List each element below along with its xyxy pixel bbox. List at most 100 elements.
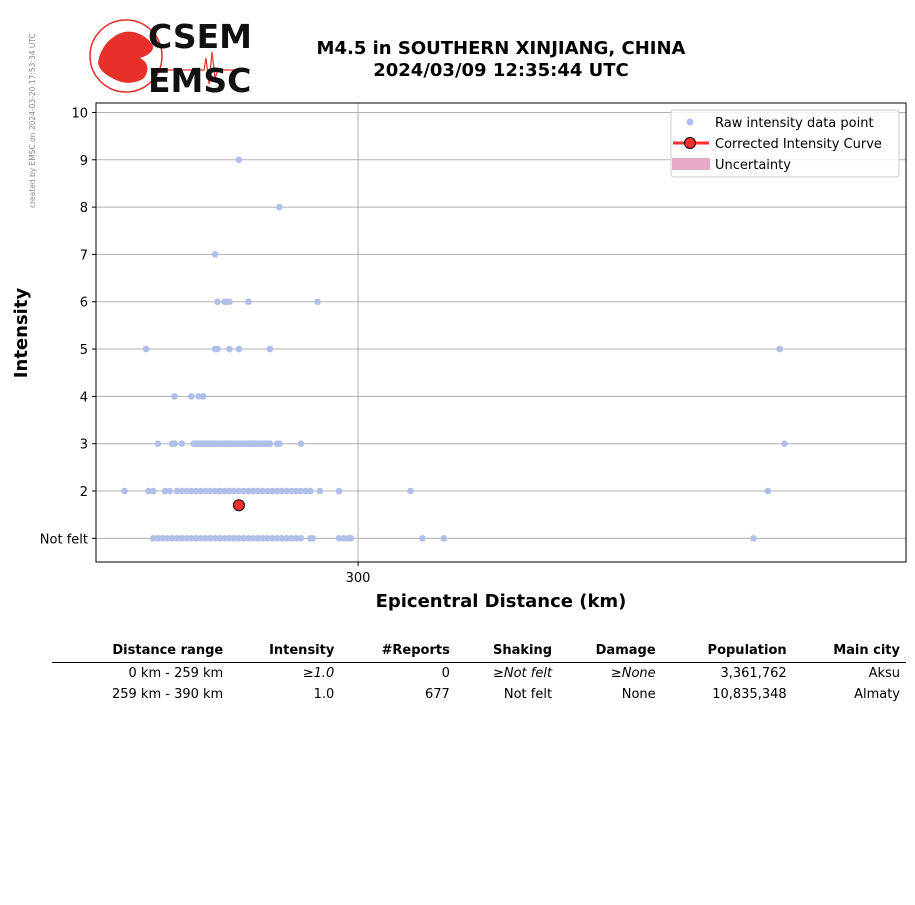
chart-legend: Raw intensity data point Corrected Inten… <box>670 109 900 178</box>
table-cell: None <box>621 687 656 702</box>
raw-intensity-point <box>249 487 257 495</box>
raw-intensity-point <box>221 487 228 495</box>
x-axis-label: Epicentral Distance (km) <box>376 591 627 612</box>
raw-intensity-point <box>216 535 224 542</box>
table-header-cell: Distance range <box>52 640 230 663</box>
table-cell: Not felt <box>503 687 553 702</box>
logo-globe-icon <box>89 19 163 93</box>
legend-curve-marker <box>684 137 696 149</box>
raw-intensity-point <box>264 487 271 495</box>
raw-intensity-point <box>278 487 286 495</box>
raw-intensity-point <box>121 487 128 495</box>
y-tick-label: 2 <box>80 485 88 500</box>
legend-uncertainty-swatch <box>672 158 710 170</box>
raw-intensity-point <box>154 440 162 448</box>
raw-intensity-point <box>154 535 162 542</box>
raw-intensity-point <box>149 487 157 495</box>
raw-intensity-point <box>226 487 233 495</box>
raw-intensity-point <box>149 535 157 542</box>
raw-intensity-point <box>245 487 252 495</box>
raw-intensity-point <box>214 345 221 353</box>
table-row: 259 km - 390 km 1.0 677 Not felt None 10,835,… <box>52 684 906 705</box>
raw-intensity-point <box>211 251 219 258</box>
raw-intensity-point <box>171 393 178 400</box>
raw-intensity-point <box>211 487 219 495</box>
raw-intensity-point <box>776 345 784 353</box>
intensity-chart: Not felt 2 3 4 5 6 7 8 9 10 300 Epicentral Distanc… <box>11 102 907 612</box>
raw-intensity-point <box>164 535 171 542</box>
y-tick-label: Not felt <box>40 532 88 547</box>
raw-intensity-point <box>178 535 186 542</box>
table-cell: Almaty <box>854 687 900 702</box>
raw-intensity-point <box>142 345 150 353</box>
raw-intensity-point <box>259 535 267 542</box>
legend-raw-marker <box>686 118 694 126</box>
raw-intensity-point <box>226 345 233 353</box>
chart-title: M4.5 in SOUTHERN XINJIANG, CHINA 2024/03… <box>260 38 742 82</box>
raw-intensity-point <box>207 487 214 495</box>
table-header-cell: Shaking <box>455 640 559 663</box>
raw-intensity-point <box>292 487 300 495</box>
raw-intensity-point <box>178 440 186 448</box>
raw-intensity-point <box>197 487 205 495</box>
raw-intensity-point <box>316 487 324 495</box>
raw-intensity-point <box>273 535 281 542</box>
table-header-cell: Intensity <box>229 640 341 663</box>
raw-intensity-point <box>266 440 274 448</box>
raw-intensity-point <box>235 535 243 542</box>
table-cell: ≥1.0 <box>302 666 335 681</box>
table-header-cell: Main city <box>792 640 906 663</box>
raw-intensity-point <box>202 487 209 495</box>
table-cell: 259 km - 390 km <box>111 687 224 702</box>
raw-intensity-point <box>245 298 252 306</box>
raw-intensity-point <box>230 487 238 495</box>
table-header-cell: #Reports <box>340 640 456 663</box>
y-tick-label: 8 <box>80 201 88 216</box>
raw-intensity-point <box>288 487 295 495</box>
y-tick-label: 5 <box>80 343 88 358</box>
raw-intensity-point <box>192 487 200 495</box>
raw-intensity-point <box>197 535 205 542</box>
raw-intensity-point <box>297 535 305 542</box>
table-cell: 0 <box>441 666 450 681</box>
raw-intensity-point <box>335 535 343 542</box>
raw-intensity-point <box>764 487 772 495</box>
raw-intensity-point <box>226 298 233 306</box>
raw-intensity-point <box>249 535 257 542</box>
raw-intensity-point <box>173 535 181 542</box>
y-tick-label: 7 <box>80 248 88 263</box>
table-cell: ≥Not felt <box>492 666 553 681</box>
raw-intensity-point <box>192 535 200 542</box>
raw-intensity-point <box>171 440 178 448</box>
raw-intensity-point <box>283 535 290 542</box>
title-line-2: 2024/03/09 12:35:44 UTC <box>373 60 629 81</box>
table-cell: 10,835,348 <box>712 687 787 702</box>
raw-intensity-point <box>292 535 300 542</box>
legend-raw-label: Raw intensity data point <box>715 116 874 131</box>
raw-intensity-point <box>145 487 152 495</box>
raw-intensity-point <box>235 345 243 353</box>
raw-intensity-point <box>214 298 221 306</box>
y-tick-label: 10 <box>71 106 88 121</box>
raw-intensity-point <box>187 535 195 542</box>
summary-table: Distance range Intensity #Reports Shaking Da… <box>52 640 906 705</box>
y-tick-label: 9 <box>80 154 88 169</box>
table-body: 0 km - 259 km ≥1.0 0 ≥Not felt ≥None 3,361,76… <box>52 663 906 706</box>
raw-intensity-point <box>202 535 209 542</box>
raw-intensity-point <box>230 535 238 542</box>
raw-intensity-point <box>268 535 276 542</box>
raw-intensity-point <box>254 535 262 542</box>
raw-intensity-point <box>187 487 195 495</box>
corrected-intensity-point <box>232 499 245 512</box>
raw-intensity-point <box>235 156 243 164</box>
logo-emsc-text: EMSC <box>148 61 251 98</box>
raw-intensity-point <box>195 393 202 400</box>
y-tick-label: 6 <box>80 296 88 311</box>
raw-intensity-point <box>161 487 169 495</box>
raw-intensity-point <box>750 535 757 542</box>
title-line-1: M4.5 in SOUTHERN XINJIANG, CHINA <box>316 38 686 59</box>
data-points <box>121 156 788 542</box>
raw-intensity-point <box>240 535 248 542</box>
raw-intensity-point <box>340 535 348 542</box>
raw-intensity-point <box>268 487 276 495</box>
